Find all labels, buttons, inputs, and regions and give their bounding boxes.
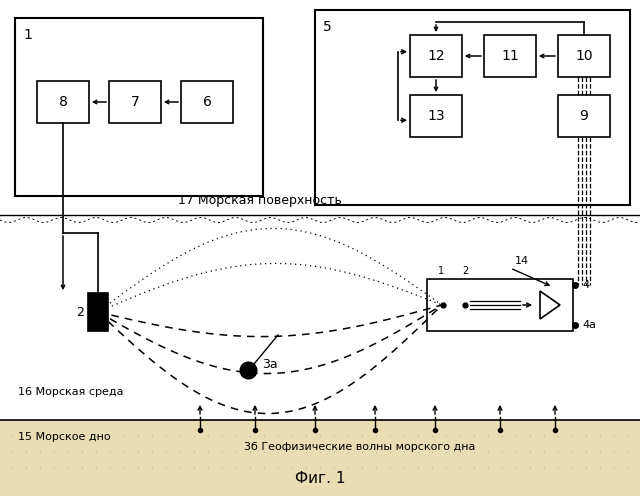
Text: 2: 2 [462,266,468,276]
Bar [558,35,610,77]
Text: 17 Морская поверхность: 17 Морская поверхность [178,194,342,207]
Text: 9: 9 [580,109,588,123]
Text: 6: 6 [203,95,211,109]
Bar [410,35,462,77]
Text: 3б Геофизические волны морского дна: 3б Геофизические волны морского дна [244,442,476,452]
Bar [181,81,233,123]
Text: 8: 8 [59,95,67,109]
Text: 14: 14 [515,256,529,266]
Bar [15,18,263,196]
Text: 10: 10 [575,49,593,63]
Bar [315,10,630,205]
Text: 3а: 3а [262,359,278,372]
Bar [37,81,89,123]
Text: 1: 1 [23,28,32,42]
Text: 2: 2 [76,306,84,318]
Bar [427,279,573,331]
Bar [88,293,108,331]
Text: 12: 12 [427,49,445,63]
Text: 7: 7 [131,95,140,109]
Bar [410,95,462,137]
Bar [484,35,536,77]
Text: 4а: 4а [582,320,596,330]
Bar [558,95,610,137]
Text: 11: 11 [501,49,519,63]
Text: Фиг. 1: Фиг. 1 [295,471,345,486]
Text: 16 Морская среда: 16 Морская среда [18,387,124,397]
Text: 1: 1 [438,266,444,276]
Text: 15 Морское дно: 15 Морское дно [18,432,111,442]
Bar [109,81,161,123]
Text: 13: 13 [427,109,445,123]
Text: 4: 4 [582,280,589,290]
Text: 5: 5 [323,20,332,34]
